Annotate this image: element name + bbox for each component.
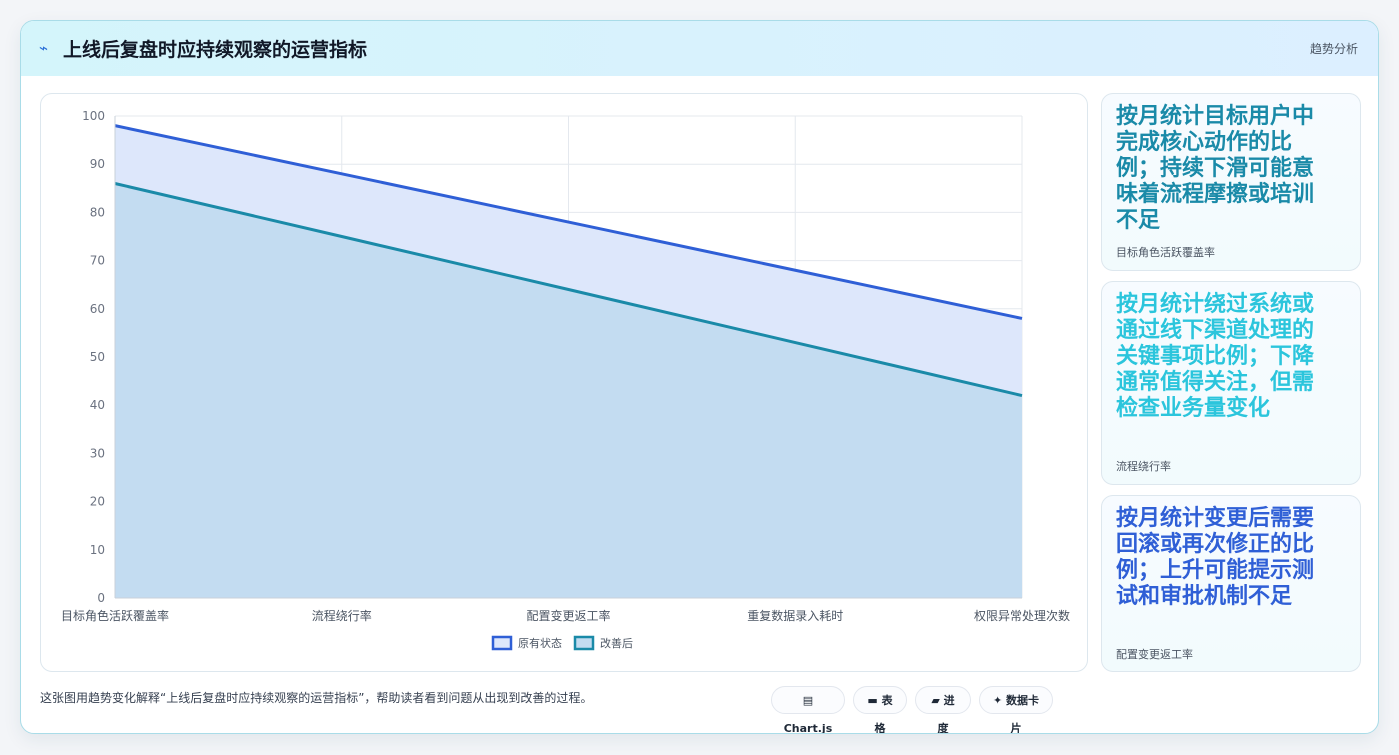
- y-tick-label: 70: [90, 254, 105, 268]
- footer-note: 这张图用趋势变化解释“上线后复盘时应持续观察的运营指标”，帮助读者看到问题从出现…: [40, 691, 593, 705]
- chart-card: 0 10 20 30 40 50 60 70 80 90 100 目标角色活跃覆盖率 流程绕行率 配置变更…: [40, 93, 1088, 672]
- chip-chartjs[interactable]: ▤ Chart.js: [771, 686, 845, 733]
- x-tick-label: 流程绕行率: [312, 608, 372, 623]
- report-panel: ⌁ 上线后复盘时应持续观察的运营指标 趋势分析 0 10 20 30 40 50 60 70 8…: [20, 20, 1379, 734]
- y-tick-label: 0: [97, 591, 105, 605]
- y-tick-label: 20: [90, 495, 105, 509]
- legend-swatch-2: [573, 635, 595, 651]
- series-area-2: [115, 183, 1022, 598]
- metric-card-2: 按月统计绕过系统或通过线下渠道处理的关键事项比例；下降通常值得关注，但需检查业务…: [1101, 281, 1361, 485]
- panel-header: ⌁ 上线后复盘时应持续观察的运营指标 趋势分析: [21, 21, 1378, 76]
- legend-label-1: 原有状态: [518, 636, 562, 650]
- sparkle-icon: ✦: [992, 694, 1003, 707]
- chart-icon: ▤: [802, 694, 814, 707]
- metric-card-1-text: 按月统计目标用户中完成核心动作的比例；持续下滑可能意味着流程摩擦或培训不足: [1116, 104, 1315, 233]
- metric-card-2-label: 流程绕行率: [1116, 460, 1171, 473]
- y-tick-label: 60: [90, 302, 105, 316]
- y-tick-label: 30: [90, 446, 105, 460]
- chip-progress[interactable]: ▰ 进度: [915, 686, 971, 733]
- chip-data-card[interactable]: ✦ 数据卡片: [979, 686, 1053, 733]
- trend-analysis-label: 趋势分析: [1309, 42, 1358, 56]
- metric-card-3: 按月统计变更后需要回滚或再次修正的比例；上升可能提示测试和审批机制不足 配置变更…: [1101, 495, 1361, 672]
- progress-icon: ▰: [931, 694, 940, 707]
- chip-chartjs-label: Chart.js: [783, 722, 833, 734]
- y-tick-label: 40: [90, 398, 105, 412]
- trend-chart: 0 10 20 30 40 50 60 70 80 90 100 目标角色活跃覆盖率 流程绕行率 配置变更…: [61, 109, 1070, 651]
- legend-swatch-1: [491, 635, 513, 651]
- chip-table-label: 表格: [874, 694, 893, 734]
- chip-data-card-label: 数据卡片: [1006, 694, 1040, 734]
- x-tick-label: 权限异常处理次数: [974, 608, 1070, 623]
- chip-progress-label: 进度: [937, 694, 955, 734]
- y-tick-label: 100: [82, 109, 105, 123]
- y-tick-label: 90: [90, 157, 105, 171]
- legend-label-2: 改善后: [600, 636, 633, 650]
- metric-card-1: 按月统计目标用户中完成核心动作的比例；持续下滑可能意味着流程摩擦或培训不足 目标…: [1101, 93, 1361, 271]
- x-tick-label: 重复数据录入耗时: [747, 608, 843, 623]
- metric-card-2-text: 按月统计绕过系统或通过线下渠道处理的关键事项比例；下降通常值得关注，但需检查业务…: [1116, 292, 1315, 421]
- metric-card-1-label: 目标角色活跃覆盖率: [1116, 246, 1215, 259]
- table-icon: ▬: [867, 694, 878, 707]
- x-tick-label: 配置变更返工率: [526, 608, 610, 623]
- lightning-icon: ⌁: [39, 39, 49, 57]
- panel-title: 上线后复盘时应持续观察的运营指标: [63, 39, 368, 61]
- x-tick-label: 目标角色活跃覆盖率: [61, 608, 169, 623]
- y-tick-label: 10: [90, 543, 105, 557]
- y-tick-label: 80: [90, 205, 105, 219]
- chip-table[interactable]: ▬ 表格: [853, 686, 907, 733]
- y-tick-label: 50: [90, 350, 105, 364]
- metric-card-3-text: 按月统计变更后需要回滚或再次修正的比例；上升可能提示测试和审批机制不足: [1116, 506, 1315, 609]
- metric-card-3-label: 配置变更返工率: [1116, 648, 1193, 661]
